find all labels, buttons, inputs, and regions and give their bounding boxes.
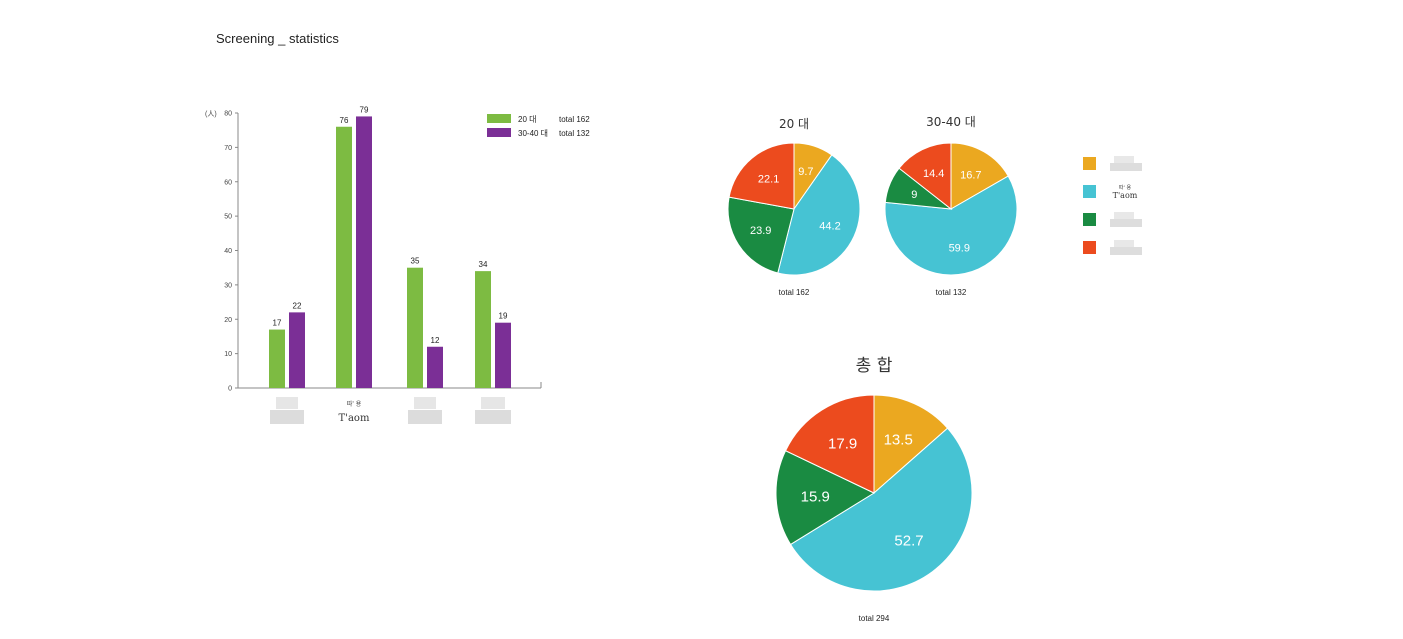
bar-value-label: 12 — [431, 336, 440, 345]
pie-slice-label: 9.7 — [798, 166, 813, 178]
y-tick-label: 0 — [228, 386, 232, 393]
pie-total-label: total 132 — [936, 288, 967, 297]
bar-value-label: 76 — [340, 116, 349, 125]
pie-slice — [727, 196, 795, 274]
pie-legend-sublabel: 따' 용 — [1119, 184, 1132, 191]
pie-total: 13.5 52.7 15.9 17.9 총 합 total 294 — [775, 356, 973, 623]
pie-slice — [777, 154, 861, 276]
legend-swatch — [487, 128, 511, 137]
pie-legend-label-redacted — [1114, 156, 1134, 163]
y-tick-label: 70 — [224, 145, 232, 152]
pie-total-label: total 162 — [779, 288, 810, 297]
pie-slice-label: 22.1 — [758, 173, 779, 185]
pie-slice — [789, 427, 973, 592]
pie-slice — [950, 142, 1009, 210]
bar-30-40s — [289, 312, 305, 388]
pie-slice-label: 23.9 — [750, 225, 771, 237]
pie-legend-label: T'aom — [1113, 191, 1138, 200]
x-category-label-redacted — [276, 397, 298, 409]
x-category-label-redacted — [475, 410, 511, 424]
pie-legend-label-redacted — [1110, 219, 1142, 227]
bar-30-40s — [427, 346, 443, 388]
bar-value-label: 79 — [360, 105, 369, 114]
pie-total-label: total 294 — [859, 614, 890, 623]
y-tick-label: 30 — [224, 282, 232, 289]
bar-20s — [336, 126, 352, 388]
pie-slice-label: 44.2 — [819, 220, 840, 232]
y-tick-label: 60 — [224, 179, 232, 186]
legend-series-name: 20 대 — [518, 115, 536, 124]
bar-30-40s — [356, 116, 372, 388]
y-tick-label: 40 — [224, 248, 232, 255]
pie-30-40s: 16.7 59.9 9 14.4 30-40 대 total 132 — [884, 115, 1018, 297]
pie-title: 20 대 — [779, 117, 809, 131]
pie-slice — [884, 175, 1018, 276]
bar-chart: 0 10 20 30 40 50 60 70 80 (人) 17 76 35 34 22 79 12 19 따' 용… — [205, 105, 590, 424]
y-axis-label: (人) — [205, 110, 217, 118]
bar-value-label: 22 — [293, 301, 302, 310]
pie-legend-swatch — [1083, 185, 1096, 198]
legend-total: total 132 — [559, 129, 590, 138]
y-tick-label: 10 — [224, 351, 232, 358]
pie-slice-label: 59.9 — [949, 243, 970, 255]
x-category-sublabel: 따' 용 — [347, 400, 362, 408]
pie-legend-swatch — [1083, 241, 1096, 254]
bar-value-label: 34 — [479, 260, 488, 269]
legend-total: total 162 — [559, 115, 590, 124]
pie-slice-label: 52.7 — [894, 532, 923, 549]
pie-title: 30-40 대 — [926, 115, 976, 129]
y-tick-label: 80 — [224, 111, 232, 118]
pie-slice-label: 9 — [911, 189, 917, 201]
pie-legend: 따' 용T'aom — [1083, 156, 1142, 255]
x-category-label-redacted — [481, 397, 505, 409]
pie-20s: 9.7 44.2 23.9 22.1 20 대 total 162 — [727, 117, 861, 297]
x-category-label-redacted — [414, 397, 436, 409]
bar-30-40s — [495, 322, 511, 388]
x-category-label-redacted — [408, 410, 442, 424]
y-tick-label: 20 — [224, 317, 232, 324]
pie-slice-label: 13.5 — [884, 432, 913, 449]
legend-swatch — [487, 114, 511, 123]
pie-legend-swatch — [1083, 157, 1096, 170]
bar-20s — [475, 271, 491, 388]
pie-slice-label: 15.9 — [801, 488, 830, 505]
pie-slice — [873, 394, 949, 495]
y-tick-label: 50 — [224, 214, 232, 221]
page-title: Screening _ statistics — [216, 31, 339, 46]
pie-slice-label: 16.7 — [960, 170, 981, 182]
pie-slice-label: 14.4 — [923, 168, 944, 180]
pie-slice-label: 17.9 — [828, 436, 857, 453]
pie-legend-label-redacted — [1110, 247, 1142, 255]
pie-slice — [898, 142, 952, 211]
pie-legend-label-redacted — [1110, 163, 1142, 171]
pie-slice — [784, 394, 875, 494]
pie-slice — [775, 450, 876, 546]
x-category-label: T'aom — [339, 413, 370, 424]
bar-value-label: 19 — [499, 312, 508, 321]
pie-legend-label-redacted — [1114, 240, 1134, 247]
pie-legend-label-redacted — [1114, 212, 1134, 219]
bar-20s — [269, 329, 285, 388]
bar-20s — [407, 267, 423, 388]
x-category-label-redacted — [270, 410, 304, 424]
pie-slice — [728, 142, 795, 210]
pie-title: 총 합 — [856, 356, 893, 376]
legend-series-name: 30-40 대 — [518, 129, 548, 138]
bar-value-label: 17 — [273, 319, 282, 328]
pie-legend-swatch — [1083, 213, 1096, 226]
bar-value-label: 35 — [411, 257, 420, 266]
